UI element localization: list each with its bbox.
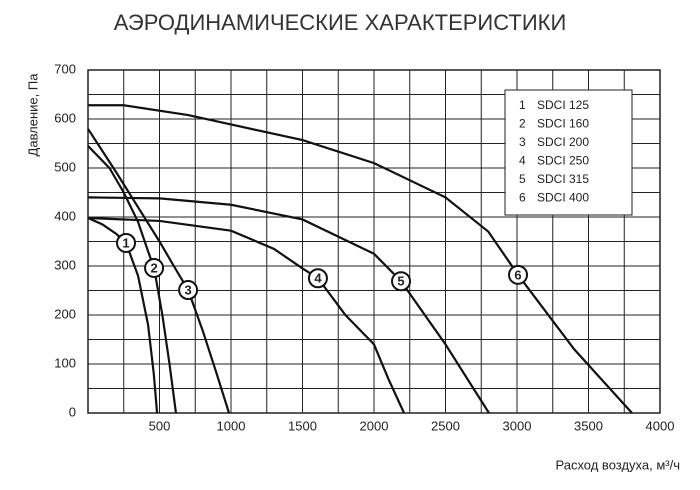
- curve-marker: [144, 257, 165, 278]
- y-tick-label: 200: [54, 306, 76, 321]
- y-tick-label: 600: [54, 110, 76, 125]
- curve-marker-label: 1: [122, 235, 129, 250]
- y-axis-label: Давление, Па: [25, 73, 40, 157]
- curve-marker-label: 4: [314, 271, 322, 286]
- legend-number: 4: [519, 154, 526, 168]
- chart-title: АЭРОДИНАМИЧЕСКИЕ ХАРАКТЕРИСТИКИ: [114, 10, 567, 35]
- series-line: [88, 104, 633, 414]
- legend-number: 5: [519, 172, 526, 186]
- legend-label: SDCI 200: [537, 135, 589, 149]
- legend-number: 2: [519, 117, 526, 131]
- curve-marker-label: 5: [397, 274, 404, 289]
- legend-label: SDCI 125: [537, 98, 589, 112]
- curve-marker-label: 6: [514, 267, 521, 282]
- curve-marker: [178, 280, 199, 301]
- x-tick-label: 2000: [360, 418, 389, 433]
- series-line: [87, 128, 231, 414]
- curve-marker: [508, 264, 529, 285]
- legend-number: 6: [519, 191, 526, 205]
- legend-box: [504, 89, 633, 216]
- curve-marker: [307, 268, 328, 289]
- plot-frame: [87, 69, 661, 414]
- y-tick-label: 0: [69, 404, 76, 419]
- legend-label: SDCI 315: [537, 172, 589, 186]
- x-axis-label: Расход воздуха, м³/ч: [555, 457, 680, 472]
- x-tick-label: 1000: [217, 418, 246, 433]
- legend-number: 3: [519, 135, 526, 149]
- legend-number: 1: [519, 98, 526, 112]
- x-tick-label: 1500: [288, 418, 317, 433]
- x-tick-label: 3000: [503, 418, 532, 433]
- legend-label: SDCI 160: [537, 117, 589, 131]
- curve-marker-label: 2: [150, 260, 157, 275]
- y-tick-label: 500: [54, 159, 76, 174]
- legend-label: SDCI 400: [537, 191, 589, 205]
- x-tick-label: 3500: [574, 418, 603, 433]
- curve-marker-label: 3: [184, 282, 191, 297]
- series-line: [87, 145, 178, 414]
- curve-marker: [391, 271, 412, 292]
- x-tick-label: 4000: [646, 418, 675, 433]
- series-line: [87, 216, 159, 414]
- x-tick-label: 2500: [431, 418, 460, 433]
- y-tick-label: 700: [54, 61, 76, 76]
- legend-label: SDCI 250: [537, 154, 589, 168]
- x-tick-label: 500: [149, 418, 171, 433]
- series-line: [87, 196, 490, 414]
- y-tick-label: 300: [54, 257, 76, 272]
- y-tick-label: 400: [54, 208, 76, 223]
- curve-marker: [116, 232, 137, 253]
- y-tick-label: 100: [54, 355, 76, 370]
